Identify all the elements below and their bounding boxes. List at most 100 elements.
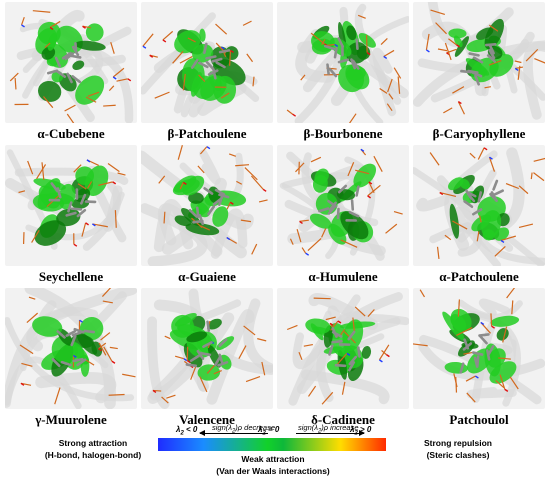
ligand-bond bbox=[207, 69, 219, 76]
protein-ribbon bbox=[35, 372, 117, 404]
ligand-bond bbox=[218, 49, 231, 54]
residue-stick bbox=[469, 152, 476, 159]
nci-surface bbox=[76, 332, 98, 355]
ligand-bond bbox=[205, 55, 217, 60]
legend-weak-attraction-title: Weak attraction bbox=[241, 454, 305, 464]
ligand-bond bbox=[56, 330, 66, 339]
ligand-bond bbox=[327, 205, 337, 215]
residue-stick bbox=[340, 329, 346, 336]
residue-stick bbox=[252, 76, 255, 87]
residue-stick bbox=[114, 210, 117, 228]
residue-stick bbox=[365, 35, 368, 53]
ligand-bond bbox=[355, 38, 359, 51]
ligand-bond bbox=[462, 342, 473, 351]
nci-surface bbox=[449, 203, 460, 239]
nci-panel-image bbox=[277, 288, 409, 409]
nci-surface bbox=[207, 318, 222, 330]
residue-stick bbox=[533, 172, 545, 182]
nci-surface bbox=[305, 318, 331, 334]
residue-stick bbox=[226, 202, 231, 210]
ligand-bond bbox=[334, 363, 347, 368]
legend-strong-repulsion: Strong repulsion (Steric clashes) bbox=[388, 437, 528, 461]
residue-stick bbox=[32, 10, 51, 13]
figure-grid: α-Cubebene β-Patchoulene β-Bourbonene β-… bbox=[4, 2, 546, 431]
nci-surface bbox=[484, 18, 504, 50]
ligand-bond bbox=[185, 363, 198, 368]
residue-stick bbox=[498, 357, 511, 360]
ligand-bond bbox=[70, 54, 82, 59]
residue-stick bbox=[166, 394, 176, 399]
residue-stick bbox=[213, 369, 222, 375]
residue-stick bbox=[190, 366, 197, 380]
molecular-illustration bbox=[286, 3, 409, 123]
nci-color-legend: Strong attraction (H-bond, halogen-bond)… bbox=[0, 423, 550, 483]
heteroatom-stick bbox=[292, 113, 297, 117]
residue-stick bbox=[511, 300, 514, 315]
nci-panel-image bbox=[277, 145, 409, 266]
ligand-bond bbox=[215, 61, 226, 69]
residue-stick bbox=[452, 86, 465, 94]
residue-stick bbox=[257, 338, 267, 342]
residue-stick bbox=[236, 180, 243, 185]
residue-stick bbox=[534, 58, 545, 64]
panel-cell: α-Guaiene bbox=[140, 145, 274, 288]
ligand-bond bbox=[473, 356, 479, 368]
ligand-bond bbox=[203, 42, 208, 55]
residue-stick bbox=[439, 191, 457, 197]
residue-stick bbox=[64, 104, 76, 112]
nci-surface bbox=[32, 316, 63, 337]
legend-weak-attraction: Weak attraction (Van der Waals interacti… bbox=[188, 453, 358, 477]
residue-stick bbox=[179, 56, 193, 64]
ligand-bond bbox=[70, 207, 83, 211]
ligand-bond bbox=[318, 207, 330, 213]
heteroatom-stick bbox=[149, 54, 154, 58]
residue-stick bbox=[518, 223, 534, 228]
residue-stick bbox=[425, 33, 430, 51]
nci-surface bbox=[353, 163, 377, 188]
nci-panel-image bbox=[141, 288, 273, 409]
protein-ribbon bbox=[300, 369, 390, 405]
panel-label: γ-Muurolene bbox=[35, 412, 107, 427]
heteroatom-stick bbox=[162, 39, 167, 43]
nci-panel-image bbox=[5, 2, 137, 123]
heteroatom-stick bbox=[182, 181, 187, 185]
residue-stick bbox=[122, 373, 136, 378]
ligand-bond bbox=[70, 335, 77, 347]
protein-ribbon bbox=[153, 199, 194, 253]
residue-stick bbox=[341, 381, 346, 395]
residue-stick bbox=[245, 376, 261, 383]
heteroatom-stick bbox=[226, 236, 231, 241]
residue-stick bbox=[488, 24, 499, 32]
sign-decrease-label: sign(λ2)ρ decrease bbox=[212, 423, 276, 435]
protein-ribbon bbox=[292, 294, 361, 370]
residue-stick bbox=[430, 9, 446, 15]
nci-surface bbox=[448, 28, 467, 39]
ligand-bond bbox=[493, 189, 504, 196]
ligand-bond bbox=[331, 339, 343, 344]
nci-surface bbox=[361, 345, 372, 359]
nci-surface bbox=[453, 35, 463, 48]
heteroatom-stick bbox=[262, 188, 267, 192]
residue-stick bbox=[325, 316, 336, 321]
residue-stick bbox=[243, 325, 256, 336]
ligand-bond bbox=[189, 354, 201, 362]
panel-label: Seychellene bbox=[38, 269, 104, 284]
ligand-bond bbox=[214, 355, 222, 367]
residue-stick bbox=[175, 355, 185, 360]
residue-stick bbox=[298, 351, 303, 361]
ligand-bond bbox=[348, 355, 357, 366]
nci-surface bbox=[186, 331, 208, 343]
nci-surface bbox=[481, 210, 502, 239]
residue-stick bbox=[466, 392, 476, 403]
residue-stick bbox=[289, 238, 294, 245]
residue-stick bbox=[310, 156, 322, 163]
ligand-bond bbox=[65, 211, 77, 217]
ligand-bond bbox=[487, 344, 495, 356]
ligand-bond bbox=[466, 192, 476, 203]
ligand-bond bbox=[199, 351, 212, 357]
molecular-illustration bbox=[141, 145, 268, 266]
residue-stick bbox=[250, 175, 264, 190]
residue-stick bbox=[455, 376, 458, 393]
residue-stick bbox=[117, 172, 126, 176]
ligand-bond bbox=[477, 191, 483, 203]
